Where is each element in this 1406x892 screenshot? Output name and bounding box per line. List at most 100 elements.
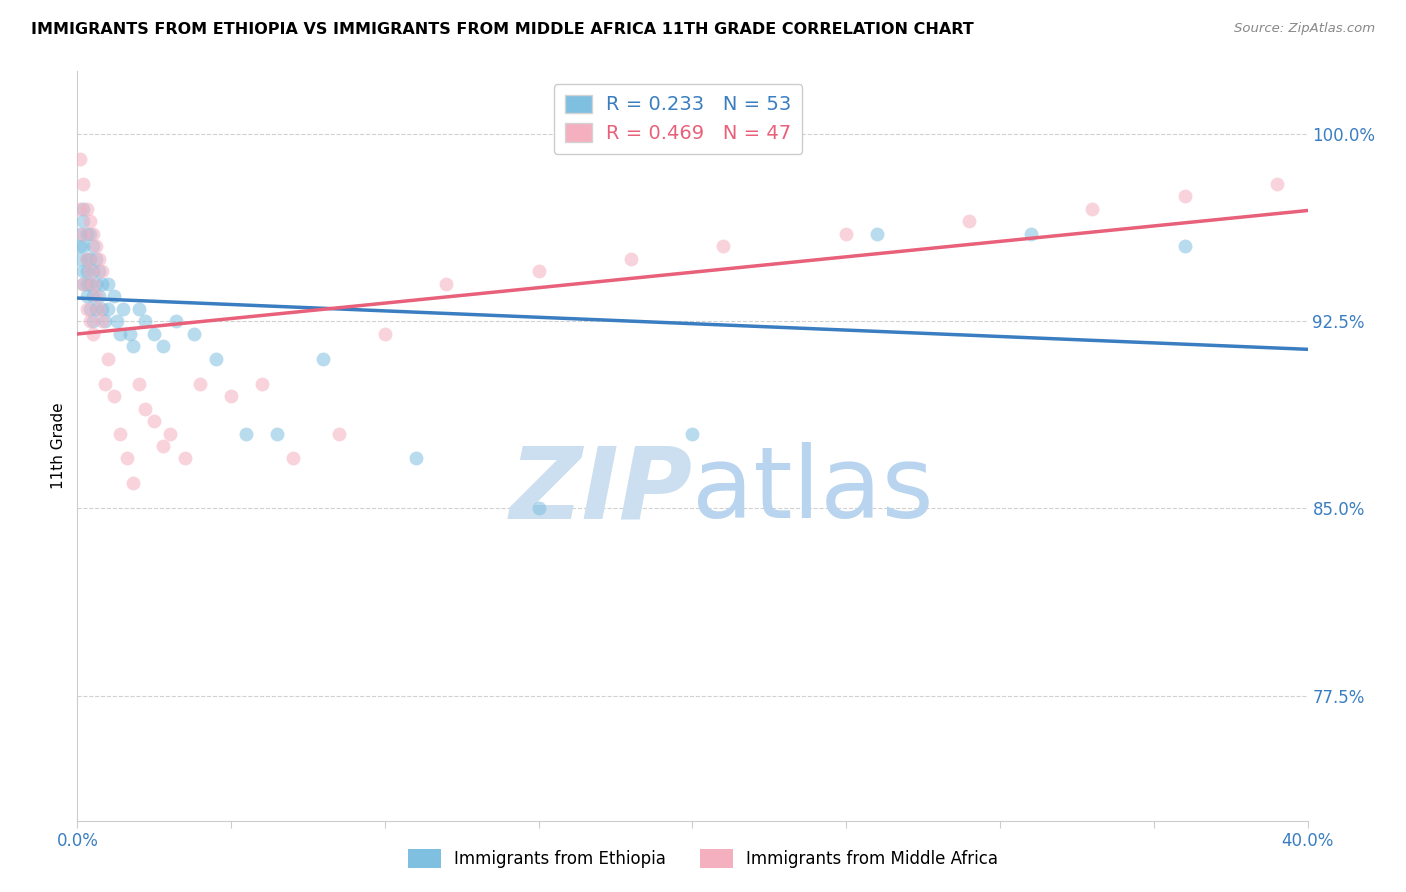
Point: [97, 301, 120, 316]
Point: [620, 252, 643, 266]
Point: [82, 314, 104, 328]
Point: [143, 414, 166, 428]
Point: [143, 326, 166, 341]
Point: [97, 351, 120, 366]
Point: [76, 277, 98, 291]
Point: [527, 264, 550, 278]
Point: [405, 451, 427, 466]
Point: [105, 314, 128, 328]
Point: [128, 376, 150, 391]
Point: [159, 426, 181, 441]
Point: [527, 501, 550, 516]
Point: [90, 264, 114, 278]
Point: [110, 326, 132, 341]
Point: [76, 264, 98, 278]
Point: [79, 214, 101, 228]
Point: [835, 227, 858, 241]
Point: [134, 314, 156, 328]
Point: [84, 301, 107, 316]
Point: [235, 426, 257, 441]
Point: [204, 351, 226, 366]
Point: [76, 289, 98, 303]
Point: [82, 326, 104, 341]
Point: [121, 339, 143, 353]
Point: [84, 252, 107, 266]
Point: [87, 252, 110, 266]
Point: [72, 202, 94, 216]
Point: [69, 227, 91, 241]
Point: [76, 252, 98, 266]
Point: [82, 289, 104, 303]
Point: [84, 289, 107, 303]
Point: [69, 202, 91, 216]
Legend: R = 0.233   N = 53, R = 0.469   N = 47: R = 0.233 N = 53, R = 0.469 N = 47: [554, 84, 803, 153]
Point: [94, 376, 117, 391]
Point: [152, 339, 174, 353]
Point: [82, 239, 104, 253]
Point: [79, 264, 101, 278]
Point: [174, 451, 197, 466]
Point: [112, 301, 135, 316]
Point: [115, 451, 138, 466]
Point: [266, 426, 288, 441]
Point: [79, 314, 101, 328]
Point: [76, 227, 98, 241]
Point: [103, 389, 125, 403]
Point: [90, 277, 114, 291]
Point: [436, 277, 458, 291]
Point: [957, 214, 980, 228]
Point: [94, 314, 117, 328]
Point: [121, 476, 143, 491]
Point: [110, 426, 132, 441]
Point: [152, 439, 174, 453]
Point: [312, 351, 335, 366]
Point: [84, 239, 107, 253]
Point: [103, 289, 125, 303]
Point: [72, 177, 94, 191]
Point: [82, 227, 104, 241]
Point: [79, 252, 101, 266]
Point: [188, 376, 212, 391]
Point: [1174, 239, 1197, 253]
Point: [72, 264, 94, 278]
Point: [72, 277, 94, 291]
Point: [76, 301, 98, 316]
Point: [97, 277, 120, 291]
Point: [128, 301, 150, 316]
Point: [82, 264, 104, 278]
Text: IMMIGRANTS FROM ETHIOPIA VS IMMIGRANTS FROM MIDDLE AFRICA 11TH GRADE CORRELATION: IMMIGRANTS FROM ETHIOPIA VS IMMIGRANTS F…: [31, 22, 974, 37]
Point: [82, 277, 104, 291]
Y-axis label: 11th Grade: 11th Grade: [51, 402, 66, 490]
Point: [250, 376, 273, 391]
Point: [165, 314, 187, 328]
Point: [682, 426, 704, 441]
Point: [79, 227, 101, 241]
Point: [1081, 202, 1104, 216]
Point: [90, 301, 114, 316]
Point: [87, 301, 110, 316]
Point: [79, 277, 101, 291]
Text: ZIP: ZIP: [509, 442, 693, 540]
Point: [1019, 227, 1042, 241]
Point: [328, 426, 350, 441]
Point: [69, 239, 91, 253]
Point: [76, 202, 98, 216]
Point: [281, 451, 304, 466]
Point: [87, 289, 110, 303]
Point: [69, 152, 91, 166]
Point: [374, 326, 396, 341]
Point: [87, 264, 110, 278]
Point: [69, 252, 91, 266]
Point: [866, 227, 889, 241]
Point: [118, 326, 141, 341]
Point: [72, 277, 94, 291]
Point: [711, 239, 734, 253]
Point: [79, 301, 101, 316]
Point: [72, 214, 94, 228]
Point: [134, 401, 156, 416]
Point: [72, 227, 94, 241]
Point: [84, 277, 107, 291]
Legend: Immigrants from Ethiopia, Immigrants from Middle Africa: Immigrants from Ethiopia, Immigrants fro…: [401, 842, 1005, 875]
Point: [90, 314, 114, 328]
Point: [72, 239, 94, 253]
